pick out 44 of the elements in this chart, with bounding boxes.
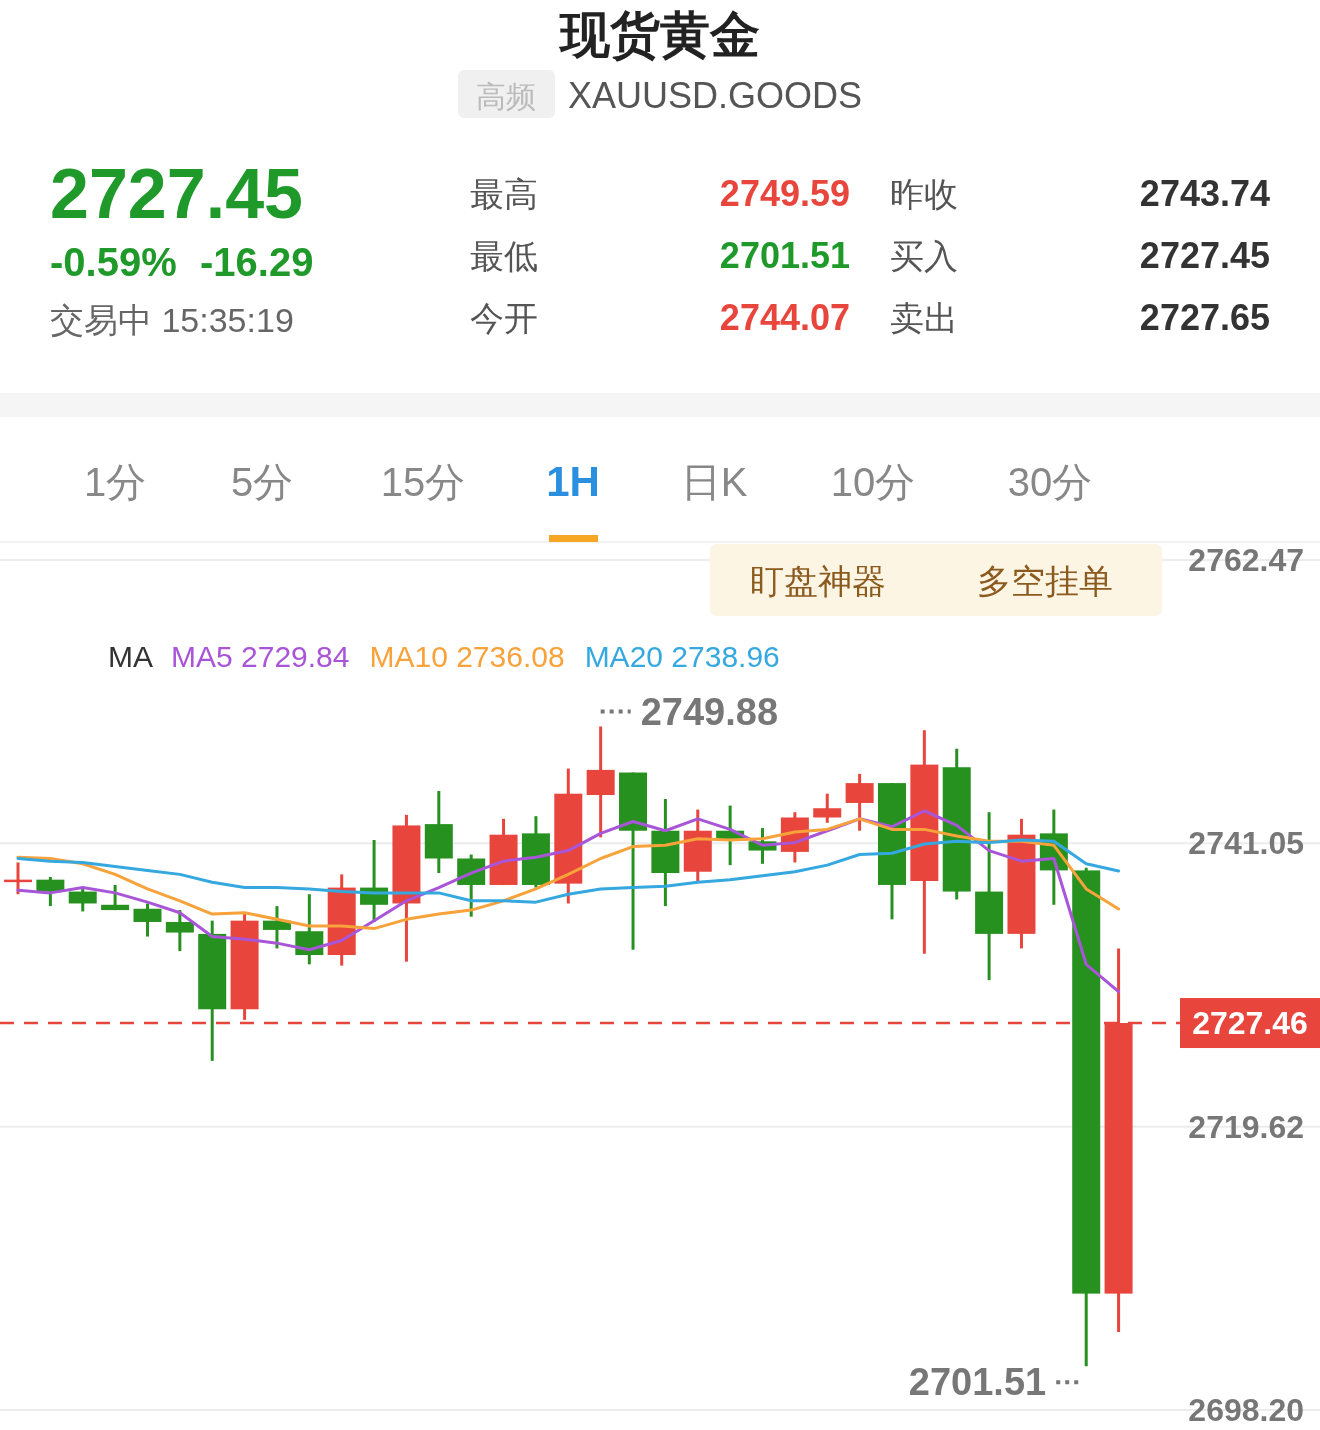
candlestick xyxy=(101,883,130,912)
legend-title: MA xyxy=(108,640,153,673)
text: 2727.45 xyxy=(50,155,304,233)
text: 5分 xyxy=(230,460,294,504)
text: 1分 xyxy=(83,460,147,504)
ref-line-label: 2727.46 xyxy=(1192,1005,1308,1042)
text: 2743.74 xyxy=(1139,173,1270,214)
text: 2749.59 xyxy=(719,173,850,214)
text: MA20 2738.96 xyxy=(584,640,780,673)
text: 2701.51 xyxy=(719,235,850,276)
text: MA5 2729.84 xyxy=(171,640,350,673)
text: 15分 xyxy=(380,460,466,504)
annotation: 盯盘神器 xyxy=(750,562,886,600)
text: 日K xyxy=(680,460,748,504)
y-tick-label: 2719.62 xyxy=(1188,1108,1304,1145)
annotation: 2749.88 xyxy=(640,690,779,733)
text: 最高 xyxy=(470,175,538,213)
text: 30分 xyxy=(1007,460,1093,504)
annotation: 2701.51 xyxy=(908,1361,1047,1404)
y-tick-label: 2741.05 xyxy=(1188,825,1304,862)
text: 2727.65 xyxy=(1139,297,1270,338)
text: 1H xyxy=(546,458,600,505)
text: MA10 2736.08 xyxy=(369,640,565,673)
text: 最低 xyxy=(470,237,538,275)
y-tick-label: 2698.20 xyxy=(1188,1392,1304,1428)
candlestick xyxy=(165,910,194,953)
line-series xyxy=(16,809,1121,994)
text: -0.59% xyxy=(50,240,177,284)
line-series xyxy=(16,817,1121,931)
text: 卖出 xyxy=(890,299,958,337)
chart-subtitle: XAUUSD.GOODS xyxy=(568,75,863,116)
text: 2727.45 xyxy=(1139,235,1270,276)
text: 10分 xyxy=(830,460,916,504)
text: -16.29 xyxy=(200,240,314,284)
text: 交易中 15:35:19 xyxy=(50,301,294,339)
annotation: 多空挂单 xyxy=(977,562,1113,600)
y-tick-label: 2762.47 xyxy=(1188,542,1304,578)
line-series xyxy=(16,838,1121,904)
text: 买入 xyxy=(890,237,958,275)
text: 今开 xyxy=(470,299,538,337)
text: 昨收 xyxy=(890,175,958,213)
candlestick xyxy=(813,793,842,823)
text: 2744.07 xyxy=(719,297,850,338)
chart-title: 现货黄金 xyxy=(558,7,760,63)
